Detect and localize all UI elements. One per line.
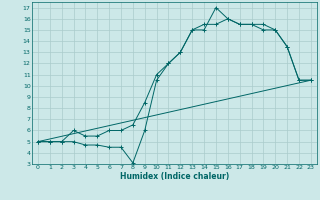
X-axis label: Humidex (Indice chaleur): Humidex (Indice chaleur): [120, 172, 229, 181]
